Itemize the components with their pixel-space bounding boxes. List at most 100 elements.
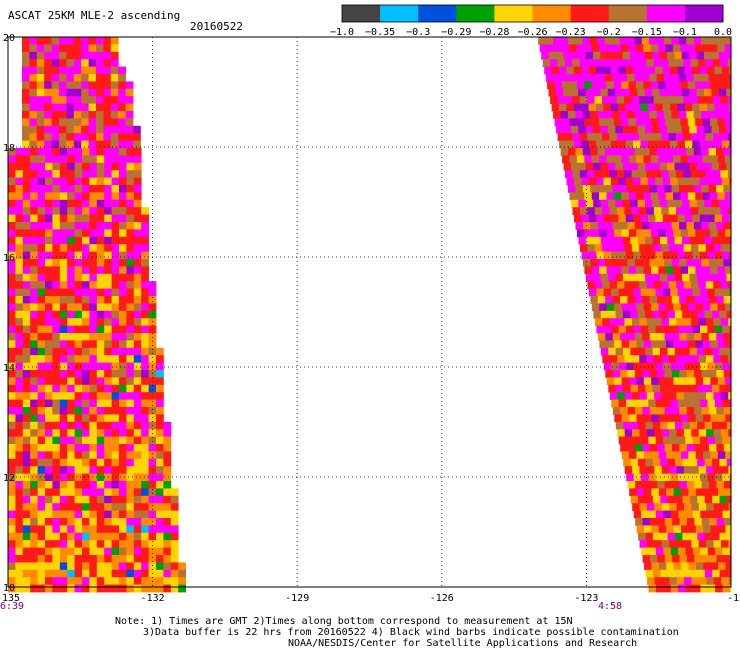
heatmap-cell [89,251,98,260]
heatmap-cell [110,133,119,141]
heatmap-cell [29,96,38,104]
heatmap-cell [587,281,596,289]
x-axis-ticks: -135-132-129-126-123-120 [0,593,740,604]
heatmap-cell [560,111,569,119]
heatmap-cell [45,488,53,497]
heatmap-cell [82,451,90,460]
heatmap-cell [67,399,75,408]
heatmap-cell [710,562,719,571]
heatmap-cell [74,251,83,260]
heatmap-cell [141,444,149,452]
heatmap-cell [658,377,667,386]
heatmap-cell [706,429,714,437]
heatmap-cell [645,347,653,356]
heatmap-cell [671,259,680,267]
heatmap-cell [8,495,16,504]
heatmap-cell [645,236,653,245]
heatmap-cell [562,118,570,127]
heatmap-cell [594,244,603,252]
heatmap-cell [587,170,595,178]
heatmap-cell [634,37,643,45]
heatmap-cell [647,66,656,75]
heatmap-cell [37,185,46,193]
heatmap-cell [664,37,672,45]
heatmap-cell [111,229,120,238]
heatmap-cell [642,333,651,341]
heatmap-cell [133,125,141,134]
heatmap-cell [96,362,105,371]
heatmap-cell [627,333,636,341]
heatmap-cell [59,281,68,289]
heatmap-cell [686,111,695,119]
heatmap-cell [89,518,98,526]
heatmap-cell [141,407,149,415]
heatmap-cell [639,318,648,326]
heatmap-cell [548,51,557,60]
heatmap-cell [8,162,16,171]
heatmap-cell [703,562,712,571]
heatmap-cell [624,318,633,326]
heatmap-cell [603,214,612,223]
heatmap-cell [689,162,698,171]
heatmap-cell [88,103,97,112]
heatmap-cell [104,444,112,452]
heatmap-cell [133,318,142,326]
heatmap-cell [611,288,619,297]
colorbar-label: −0.3 [406,27,430,38]
heatmap-cell [585,199,594,208]
heatmap-cell [621,414,630,423]
heatmap-cell [674,51,683,60]
heatmap-cell [15,318,24,326]
heatmap-cell [88,74,97,82]
heatmap-cell [89,547,98,556]
heatmap-cell [670,140,678,149]
heatmap-cell [716,259,724,267]
heatmap-cell [44,133,52,141]
heatmap-cell [88,44,97,53]
heatmap-cell [722,584,731,593]
heatmap-cell [659,125,668,134]
heatmap-cell [22,199,31,208]
heatmap-cell [705,170,714,178]
heatmap-cell [52,259,61,267]
colorbar-label: −0.1 [673,27,697,38]
heatmap-cell [126,458,135,467]
heatmap-cell [133,518,142,526]
heatmap-cell [654,429,663,437]
heatmap-cell [66,44,75,53]
heatmap-cell [59,66,67,75]
heatmap-cell [156,510,164,519]
heatmap-cell [582,148,591,156]
heatmap-cell [170,495,179,504]
heatmap-cell [74,155,83,164]
heatmap-cell [67,525,75,534]
heatmap-cell [664,148,672,156]
heatmap-cell [82,214,90,223]
heatmap-cell [692,66,700,75]
heatmap-cell [111,532,120,541]
heatmap-cell [655,103,663,112]
heatmap-cell [636,266,644,275]
heatmap-cell [708,185,717,193]
heatmap-cell [630,199,638,208]
heatmap-cell [82,569,90,578]
heatmap-cell [125,96,134,104]
heatmap-cell [82,162,90,171]
heatmap-cell [163,458,172,467]
heatmap-cell [67,199,75,208]
heatmap-cell [8,451,16,460]
heatmap-cell [15,562,24,571]
heatmap-cell [15,296,24,304]
heatmap-cell [44,88,52,97]
heatmap-cell [694,407,702,415]
heatmap-cell [683,281,692,289]
heatmap-cell [661,59,669,67]
heatmap-cell [636,118,644,127]
heatmap-cell [118,118,126,127]
heatmap-cell [644,51,653,60]
heatmap-cell [700,399,708,408]
heatmap-cell [36,88,45,97]
heatmap-cell [545,37,554,45]
heatmap-cell [585,88,594,97]
heatmap-cell [551,66,560,75]
